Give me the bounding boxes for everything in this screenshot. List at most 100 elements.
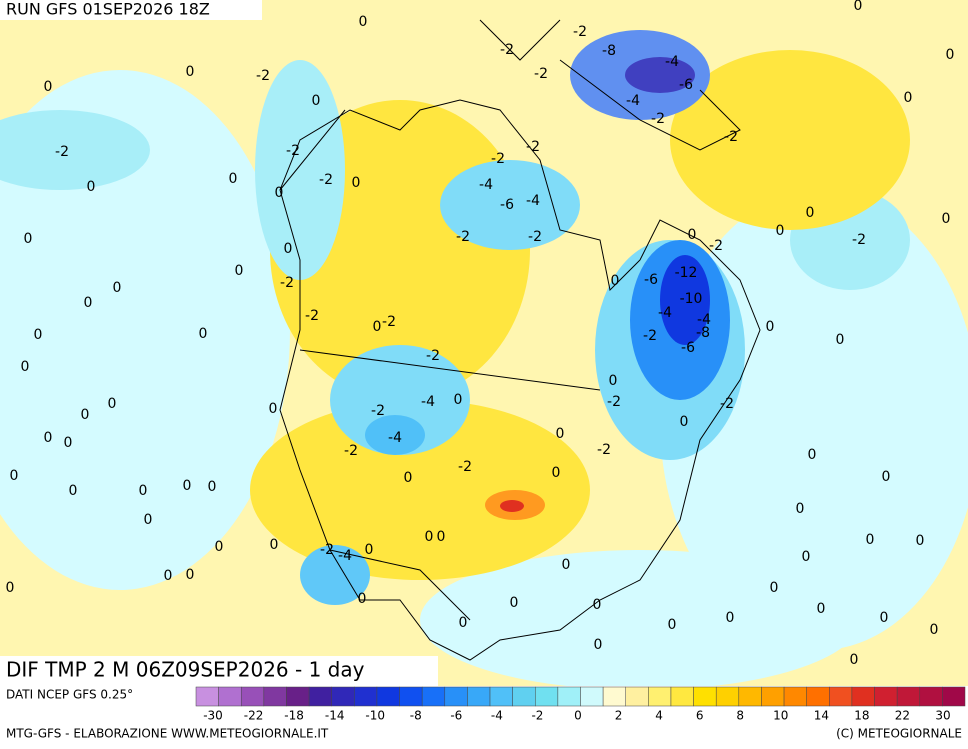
- colorbar-swatch: [399, 686, 423, 707]
- contour-label: 0: [34, 327, 43, 343]
- contour-label: 0: [275, 185, 284, 201]
- colorbar-tick-label: -14: [325, 709, 345, 723]
- colorbar-swatch: [602, 686, 626, 707]
- contour-label: -2: [256, 68, 270, 84]
- contour-label: -2: [720, 396, 734, 412]
- contour-label: -12: [675, 265, 698, 281]
- contour-label: -2: [456, 229, 470, 245]
- colorbar-swatch: [376, 686, 400, 707]
- colorbar-tick-label: 4: [655, 709, 663, 723]
- contour-label: 0: [916, 533, 925, 549]
- colorbar-swatch: [648, 686, 672, 707]
- contour-label: 0: [688, 227, 697, 243]
- colorbar-tick-label: -6: [450, 709, 462, 723]
- contour-label: 0: [808, 447, 817, 463]
- contour-label: 0: [880, 610, 889, 626]
- contour-label: 0: [358, 591, 367, 607]
- contour-label: 0: [373, 319, 382, 335]
- contour-label: -4: [697, 312, 711, 328]
- contour-label: 0: [404, 470, 413, 486]
- source-label: DATI NCEP GFS 0.25°: [6, 688, 133, 702]
- temperature-field: [0, 0, 968, 690]
- contour-label: 0: [183, 478, 192, 494]
- contour-label: -2: [709, 238, 723, 254]
- contour-label: 0: [186, 567, 195, 583]
- contour-label: 0: [854, 0, 863, 14]
- contour-label: -4: [526, 193, 540, 209]
- contour-label: 0: [352, 175, 361, 191]
- contour-label: 0: [510, 595, 519, 611]
- contour-label: -2: [500, 42, 514, 58]
- contour-label: -8: [602, 43, 616, 59]
- contour-label: 0: [24, 231, 33, 247]
- colorbar-swatch: [557, 686, 581, 707]
- colorbar-swatch: [467, 686, 491, 707]
- colorbar-swatch: [738, 686, 762, 707]
- run-label: RUN GFS 01SEP2026 18Z: [6, 0, 210, 19]
- colorbar-tick-label: 22: [895, 709, 910, 723]
- contour-label: -2: [491, 151, 505, 167]
- colorbar-tick-label: 10: [773, 709, 788, 723]
- contour-label: -2: [319, 172, 333, 188]
- contour-label: -4: [388, 430, 402, 446]
- contour-label: -2: [643, 328, 657, 344]
- colorbar-swatch: [580, 686, 604, 707]
- contour-label: 0: [64, 435, 73, 451]
- colorbar-swatch: [444, 686, 468, 707]
- contour-label: -2: [573, 24, 587, 40]
- coastlines: [279, 19, 761, 661]
- contour-label: 0: [269, 401, 278, 417]
- colorbar-swatch: [263, 686, 287, 707]
- contour-label: 0: [726, 610, 735, 626]
- contour-label: -10: [680, 291, 703, 307]
- contour-label: 0: [270, 537, 279, 553]
- contour-label: 0: [312, 93, 321, 109]
- colorbar-tick-label: 18: [854, 709, 869, 723]
- colorbar-tick-label: -4: [491, 709, 503, 723]
- contour-label: 0: [609, 373, 618, 389]
- colorbar-swatch: [874, 686, 898, 707]
- colorbar-swatch: [535, 686, 559, 707]
- contour-label: 0: [235, 263, 244, 279]
- colorbar-swatch: [806, 686, 830, 707]
- colorbar-tick-label: 14: [814, 709, 829, 723]
- contour-label: 0: [850, 652, 859, 668]
- contour-label: 0: [199, 326, 208, 342]
- contour-label: -6: [500, 197, 514, 213]
- contour-label: 0: [69, 483, 78, 499]
- contour-label: -2: [426, 348, 440, 364]
- colorbar-swatch: [195, 686, 219, 707]
- contour-label: 0: [766, 319, 775, 335]
- contour-label: -6: [644, 272, 658, 288]
- contour-label: 0: [802, 549, 811, 565]
- contour-label: 0: [10, 468, 19, 484]
- contour-label: 0: [796, 501, 805, 517]
- contour-label: 0: [942, 211, 951, 227]
- colorbar-swatch: [331, 686, 355, 707]
- colorbar-swatch: [421, 686, 446, 707]
- contour-label: 0: [459, 615, 468, 631]
- contour-label: 0: [365, 542, 374, 558]
- contour-label: 0: [668, 617, 677, 633]
- colorbar-swatch: [286, 686, 310, 707]
- contour-label: -2: [371, 403, 385, 419]
- contour-label: -6: [681, 340, 695, 356]
- contour-label: -2: [724, 129, 738, 145]
- contour-label: 0: [229, 171, 238, 187]
- colorbar-swatch: [625, 686, 649, 707]
- colorbar-tick-label: 6: [696, 709, 704, 723]
- contour-label: 0: [144, 512, 153, 528]
- title-box: [0, 656, 438, 686]
- contour-label: 0: [552, 465, 561, 481]
- colorbar-tick-label: 8: [736, 709, 744, 723]
- contour-label: -2: [526, 139, 540, 155]
- colorbar-swatch: [670, 686, 694, 707]
- contour-label: 0: [836, 332, 845, 348]
- contour-label: -2: [305, 308, 319, 324]
- colorbar-swatch: [942, 686, 966, 707]
- contour-label: -2: [55, 144, 69, 160]
- colorbar-swatch: [354, 686, 378, 707]
